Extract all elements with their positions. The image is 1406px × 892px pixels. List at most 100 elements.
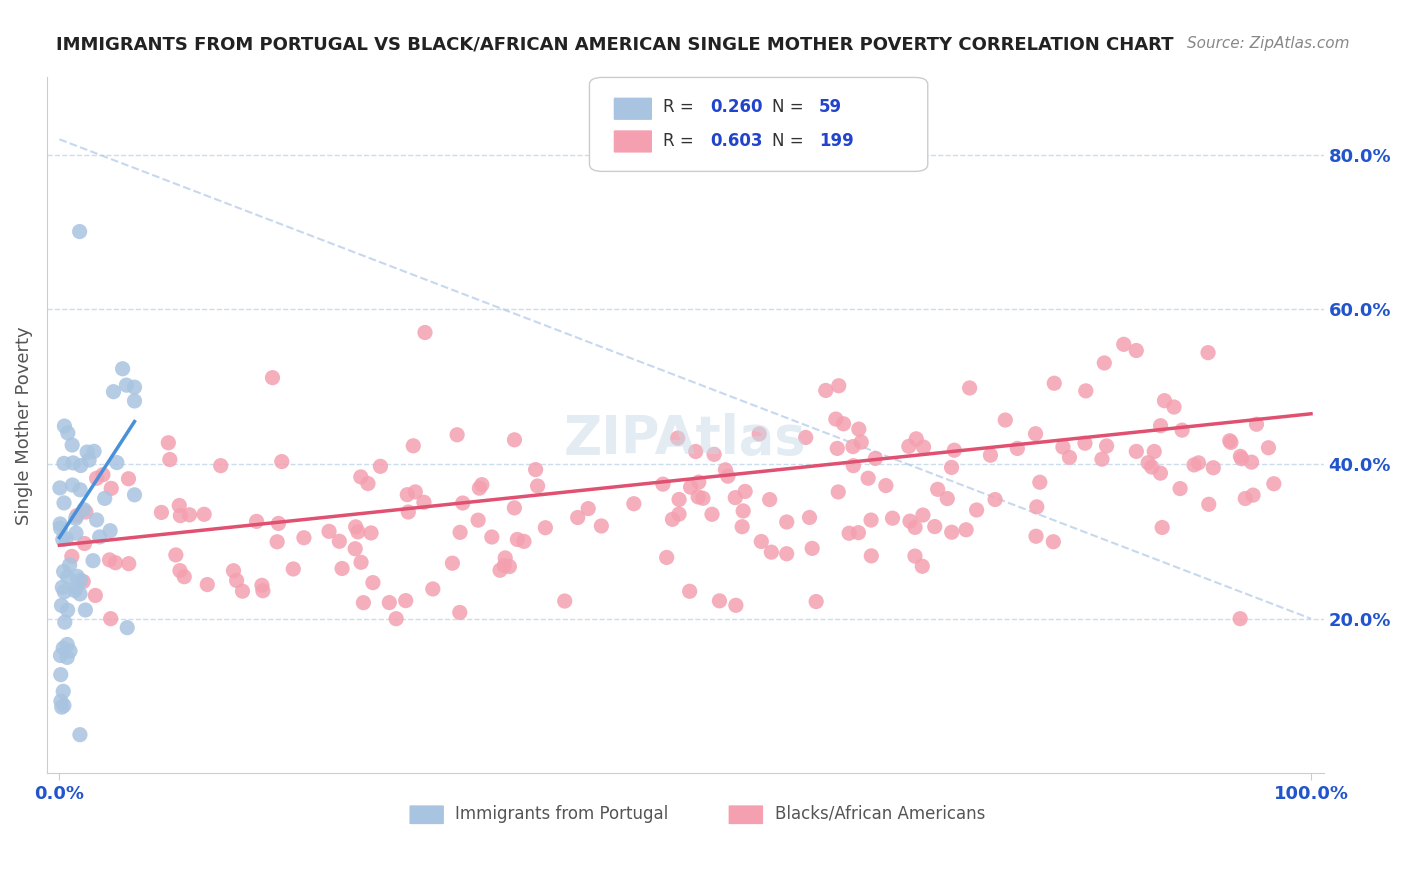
- Point: [75, 505, 97, 519]
- Point: [724, 599, 747, 613]
- Point: [661, 512, 683, 526]
- Point: [157, 435, 180, 450]
- Point: [875, 478, 897, 492]
- Point: [979, 448, 1001, 462]
- FancyBboxPatch shape: [728, 805, 763, 824]
- Point: [231, 584, 253, 599]
- Point: [449, 525, 471, 540]
- Point: [209, 458, 232, 473]
- Point: [731, 519, 754, 533]
- Point: [56, 650, 79, 665]
- Point: [352, 596, 374, 610]
- Point: [52, 533, 75, 547]
- Point: [66, 508, 89, 523]
- Point: [49, 516, 72, 531]
- Text: N =: N =: [772, 133, 808, 151]
- Text: 0.260: 0.260: [711, 98, 763, 116]
- Text: IMMIGRANTS FROM PORTUGAL VS BLACK/AFRICAN AMERICAN SINGLE MOTHER POVERTY CORRELA: IMMIGRANTS FROM PORTUGAL VS BLACK/AFRICA…: [56, 36, 1174, 54]
- Point: [69, 483, 91, 497]
- Point: [503, 433, 526, 447]
- Point: [941, 460, 963, 475]
- Point: [83, 444, 105, 458]
- Point: [169, 499, 191, 513]
- Point: [717, 469, 740, 483]
- Point: [700, 508, 723, 522]
- Point: [749, 534, 772, 549]
- Point: [270, 454, 292, 468]
- Point: [1059, 450, 1081, 465]
- Point: [591, 519, 613, 533]
- Point: [69, 225, 91, 239]
- Point: [53, 584, 76, 599]
- Point: [714, 463, 737, 477]
- Point: [344, 520, 367, 534]
- Point: [252, 583, 274, 598]
- Y-axis label: Single Mother Poverty: Single Mother Poverty: [15, 326, 32, 524]
- Point: [69, 458, 91, 473]
- Point: [758, 492, 780, 507]
- Point: [984, 492, 1007, 507]
- Point: [51, 599, 73, 613]
- Point: [91, 467, 114, 482]
- Point: [494, 558, 516, 573]
- Point: [52, 698, 75, 713]
- Point: [72, 574, 94, 589]
- Point: [668, 492, 690, 507]
- Point: [666, 431, 689, 445]
- Point: [1125, 343, 1147, 358]
- Point: [347, 524, 370, 539]
- Point: [1229, 450, 1251, 464]
- Point: [422, 582, 444, 596]
- Point: [103, 384, 125, 399]
- Point: [159, 452, 181, 467]
- Point: [75, 603, 97, 617]
- Point: [801, 541, 824, 556]
- Point: [554, 594, 576, 608]
- Point: [93, 491, 115, 506]
- Point: [481, 530, 503, 544]
- Point: [1263, 476, 1285, 491]
- Point: [98, 524, 121, 538]
- Point: [169, 508, 191, 523]
- Point: [1230, 451, 1253, 466]
- Point: [84, 589, 107, 603]
- Point: [413, 326, 436, 340]
- Point: [59, 644, 82, 658]
- Point: [262, 370, 284, 384]
- Point: [53, 615, 76, 630]
- Point: [688, 475, 710, 490]
- Point: [73, 536, 96, 550]
- Point: [76, 445, 98, 459]
- Point: [827, 485, 849, 500]
- Point: [668, 507, 690, 521]
- Point: [1182, 458, 1205, 472]
- Point: [748, 426, 770, 441]
- Point: [692, 491, 714, 506]
- Point: [1143, 444, 1166, 458]
- Point: [679, 480, 702, 494]
- Point: [799, 510, 821, 524]
- Text: 59: 59: [820, 98, 842, 116]
- Point: [441, 556, 464, 570]
- Point: [842, 458, 865, 473]
- Point: [65, 526, 87, 541]
- Point: [1025, 529, 1047, 543]
- Point: [245, 515, 267, 529]
- Point: [65, 580, 87, 594]
- Point: [824, 412, 846, 426]
- FancyBboxPatch shape: [409, 805, 444, 824]
- Point: [105, 456, 128, 470]
- Point: [52, 565, 75, 579]
- Point: [534, 521, 557, 535]
- Point: [1163, 400, 1185, 414]
- Point: [118, 557, 141, 571]
- Point: [734, 484, 756, 499]
- Point: [378, 596, 401, 610]
- Point: [1152, 520, 1174, 534]
- Point: [56, 603, 79, 617]
- Point: [685, 444, 707, 458]
- Point: [52, 641, 75, 656]
- Point: [860, 513, 883, 527]
- Point: [350, 555, 373, 569]
- Point: [825, 442, 848, 456]
